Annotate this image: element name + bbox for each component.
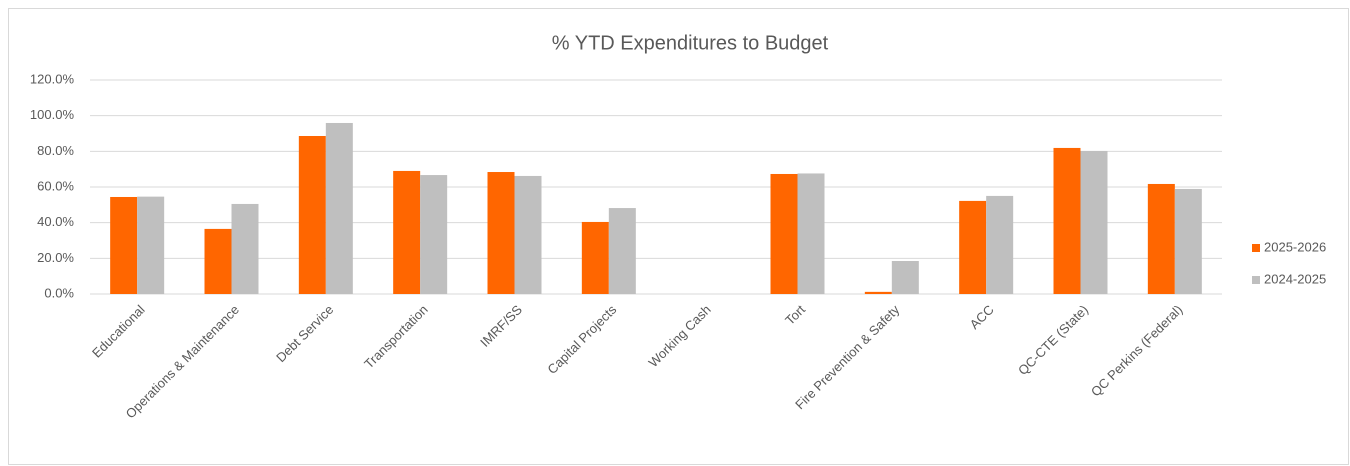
y-tick-label: 40.0% xyxy=(37,214,74,229)
bar xyxy=(420,175,448,294)
legend-label: 2025-2026 xyxy=(1264,239,1326,254)
bar xyxy=(393,170,421,294)
bar xyxy=(581,221,609,294)
bar xyxy=(770,173,798,294)
y-tick-label: 80.0% xyxy=(37,143,74,158)
bar xyxy=(891,261,919,294)
y-tick-label: 0.0% xyxy=(44,285,74,300)
bar xyxy=(797,173,825,294)
bar xyxy=(1053,147,1081,294)
bar xyxy=(298,135,326,294)
legend-swatch xyxy=(1252,244,1260,252)
bar xyxy=(1147,183,1175,294)
bar xyxy=(137,196,165,294)
bar xyxy=(514,175,542,294)
bar xyxy=(325,122,353,294)
bar xyxy=(608,208,636,294)
bar xyxy=(986,195,1014,294)
bar xyxy=(204,228,232,294)
bar xyxy=(487,172,515,294)
legend-swatch xyxy=(1252,276,1260,284)
y-tick-label: 60.0% xyxy=(37,178,74,193)
bar xyxy=(959,200,987,294)
bar xyxy=(110,196,138,294)
bar xyxy=(231,203,259,294)
chart-title: % YTD Expenditures to Budget xyxy=(552,32,829,54)
y-tick-label: 100.0% xyxy=(30,107,75,122)
y-tick-label: 120.0% xyxy=(30,71,75,86)
bar xyxy=(1174,188,1202,294)
bar xyxy=(864,291,892,294)
y-tick-label: 20.0% xyxy=(37,250,74,265)
bar xyxy=(1080,150,1108,294)
legend-label: 2024-2025 xyxy=(1264,271,1326,286)
